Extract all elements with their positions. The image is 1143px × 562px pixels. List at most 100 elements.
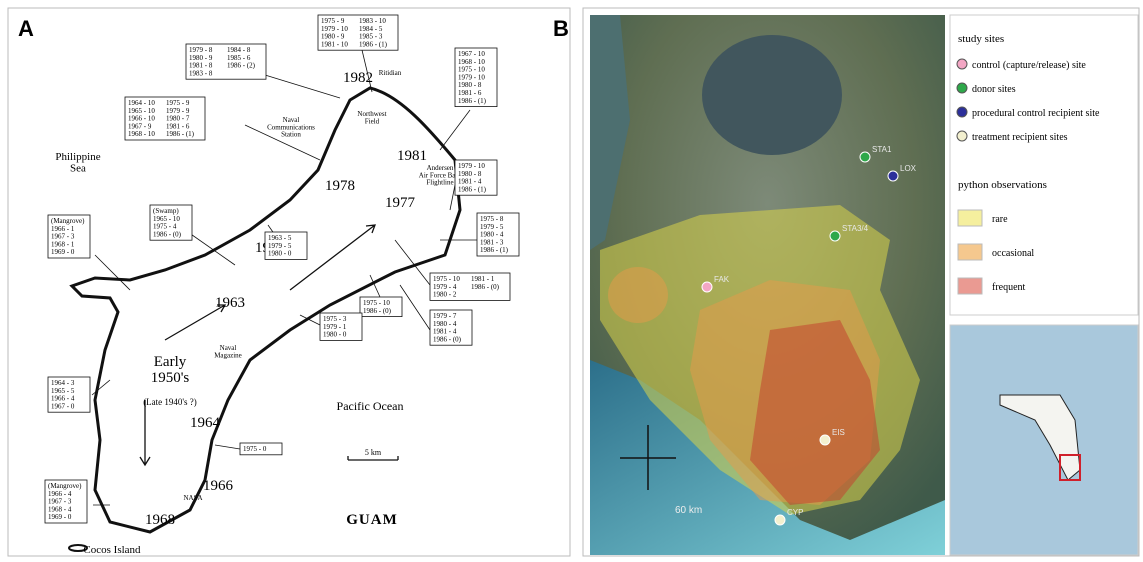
- box-entry: 1980 - 2: [433, 291, 457, 299]
- site-label: EIS: [832, 428, 845, 437]
- lake: [702, 35, 842, 155]
- box-entry: (Swamp): [153, 207, 179, 215]
- box-entry: 1979 - 10: [458, 73, 485, 81]
- map-label: 1968: [145, 512, 175, 528]
- map-label: 1963: [215, 295, 245, 311]
- figure: A B 198219811978197719651963Early1950's(…: [0, 0, 1143, 562]
- box-entry: 1984 - 5: [359, 25, 383, 33]
- legend-marker: [957, 59, 967, 69]
- box-entry: 1986 - (1): [458, 97, 487, 105]
- map-label: 1964: [190, 415, 221, 431]
- box-entry: 1986 - (1): [359, 40, 388, 48]
- box-entry: 1968 - 1: [51, 240, 75, 248]
- legend-swatch: [958, 278, 982, 294]
- map-label: Flightline: [426, 179, 453, 187]
- site-marker: [888, 171, 898, 181]
- box-entry: 1979 - 7: [433, 312, 457, 320]
- box-entry: 1979 - 10: [458, 162, 485, 170]
- site-label: LOX: [900, 164, 917, 173]
- box-entry: 1966 - 1: [51, 225, 75, 233]
- site-label: STA3/4: [842, 224, 869, 233]
- map-label: 1982: [343, 70, 373, 86]
- box-entry: 1979 - 8: [189, 46, 213, 54]
- box-entry: 1975 - 9: [166, 99, 190, 107]
- box-entry: 1963 - 5: [268, 234, 292, 242]
- site-marker: [860, 152, 870, 162]
- box-entry: 1966 - 4: [51, 395, 75, 403]
- box-entry: 1979 - 5: [480, 223, 504, 231]
- box-entry: 1981 - 4: [433, 328, 457, 336]
- box-entry: 1983 - 10: [359, 17, 386, 25]
- site-marker: [820, 435, 830, 445]
- legend-label: donor sites: [972, 84, 1016, 95]
- map-label: Sea: [70, 163, 86, 175]
- legend-marker: [957, 131, 967, 141]
- box-entry: 1981 - 8: [189, 62, 213, 70]
- box-entry: 1968 - 4: [48, 505, 72, 513]
- box-entry: (Mangrove): [51, 217, 85, 225]
- box-entry: 1975 - 8: [480, 215, 504, 223]
- box-entry: 1969 - 0: [51, 248, 75, 256]
- map-label: Station: [281, 131, 301, 139]
- box-entry: 1966 - 4: [48, 490, 72, 498]
- box-entry: 1966 - 10: [128, 115, 155, 123]
- box-entry: 1980 - 0: [323, 331, 347, 339]
- box-entry: 1979 - 9: [166, 107, 190, 115]
- site-label: STA1: [872, 145, 892, 154]
- box-entry: 1981 - 6: [166, 122, 190, 130]
- box-entry: 1986 - (2): [227, 62, 256, 70]
- box-entry: 1983 - 8: [189, 69, 213, 77]
- box-entry: 1967 - 0: [51, 402, 75, 410]
- box-entry: 1965 - 10: [153, 215, 180, 223]
- map-label: 1950's: [151, 370, 190, 386]
- legend-label: procedural control recipient site: [972, 108, 1100, 119]
- map-label: Ritidian: [379, 69, 402, 77]
- box-entry: 1981 - 1: [471, 275, 495, 283]
- map-label: 1966: [203, 478, 234, 494]
- box-entry: 1985 - 3: [359, 33, 383, 41]
- panel-letter: A: [18, 16, 34, 41]
- map-label: Cocos Island: [83, 544, 141, 556]
- box-entry: 1986 - (1): [480, 246, 509, 254]
- box-entry: 1985 - 6: [227, 54, 251, 62]
- legend-label: occasional: [992, 248, 1034, 259]
- legend-swatch: [958, 210, 982, 226]
- box-entry: 1965 - 5: [51, 387, 75, 395]
- map-label: Philippine: [55, 151, 100, 163]
- box-entry: 1967 - 3: [48, 498, 72, 506]
- map-label: GUAM: [346, 512, 398, 528]
- site-label: FAK: [714, 275, 730, 284]
- box-entry: 1986 - (0): [363, 307, 392, 315]
- map-label: 1977: [385, 195, 416, 211]
- legend-label: frequent: [992, 282, 1026, 293]
- box-entry: 1981 - 4: [458, 178, 482, 186]
- legend-label: control (capture/release) site: [972, 60, 1086, 71]
- box-entry: 1975 - 9: [321, 17, 345, 25]
- box-entry: 1975 - 10: [363, 299, 390, 307]
- box-entry: 1975 - 4: [153, 223, 177, 231]
- map-label: Magazine: [214, 351, 242, 359]
- box-entry: 1979 - 1: [323, 323, 347, 331]
- map-label: Pacific Ocean: [337, 399, 404, 413]
- occasional-zone: [608, 267, 668, 323]
- box-entry: 1981 - 10: [321, 40, 348, 48]
- map-label: Field: [365, 117, 380, 125]
- box-entry: 1986 - (0): [433, 335, 462, 343]
- box-entry: 1964 - 3: [51, 379, 75, 387]
- box-entry: 1980 - 8: [458, 81, 482, 89]
- box-entry: 1986 - (0): [471, 283, 500, 291]
- map-label: 1978: [325, 178, 355, 194]
- box-entry: 1969 - 0: [48, 513, 72, 521]
- box-entry: 1980 - 9: [189, 54, 213, 62]
- box-entry: 1986 - (0): [153, 230, 182, 238]
- box-entry: 1964 - 10: [128, 99, 155, 107]
- box-entry: 1980 - 7: [166, 115, 190, 123]
- box-entry: 1980 - 0: [268, 250, 292, 258]
- box-entry: 1968 - 10: [458, 58, 485, 66]
- site-marker: [775, 515, 785, 525]
- box-entry: 1984 - 8: [227, 46, 251, 54]
- box-entry: 1981 - 6: [458, 89, 482, 97]
- box-entry: 1975 - 10: [458, 66, 485, 74]
- legend-swatch: [958, 244, 982, 260]
- box-entry: 1980 - 4: [433, 320, 457, 328]
